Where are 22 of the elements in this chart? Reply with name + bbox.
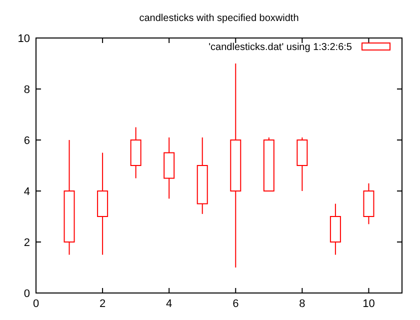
- candlestick: [363, 182, 374, 225]
- x-tick-label: 0: [32, 298, 40, 310]
- x-tick-label: 8: [299, 298, 306, 310]
- x-tick-label: 6: [232, 298, 239, 310]
- y-tick-label: 0: [24, 288, 30, 300]
- y-tick-label: 4: [24, 186, 30, 198]
- candlestick: [97, 152, 108, 256]
- x-tick-label: 10: [362, 298, 375, 310]
- candlestick: [230, 63, 242, 268]
- x-tick-label: 2: [99, 298, 106, 310]
- candlestick: [330, 203, 341, 256]
- x-tick-label: 4: [166, 298, 172, 310]
- legend-label: 'candlesticks.dat' using 1:3:2:6:5: [208, 42, 352, 53]
- y-tick-label: 2: [24, 237, 30, 249]
- candlestick: [164, 136, 175, 200]
- candlestick: [196, 136, 208, 214]
- y-tick-label: 8: [24, 84, 30, 96]
- y-tick-label: 10: [18, 33, 30, 45]
- chart-title: candlesticks with specified boxwidth: [139, 13, 299, 24]
- candlestick: [64, 140, 75, 256]
- candlestick: [130, 126, 142, 179]
- y-tick-label: 6: [24, 135, 30, 147]
